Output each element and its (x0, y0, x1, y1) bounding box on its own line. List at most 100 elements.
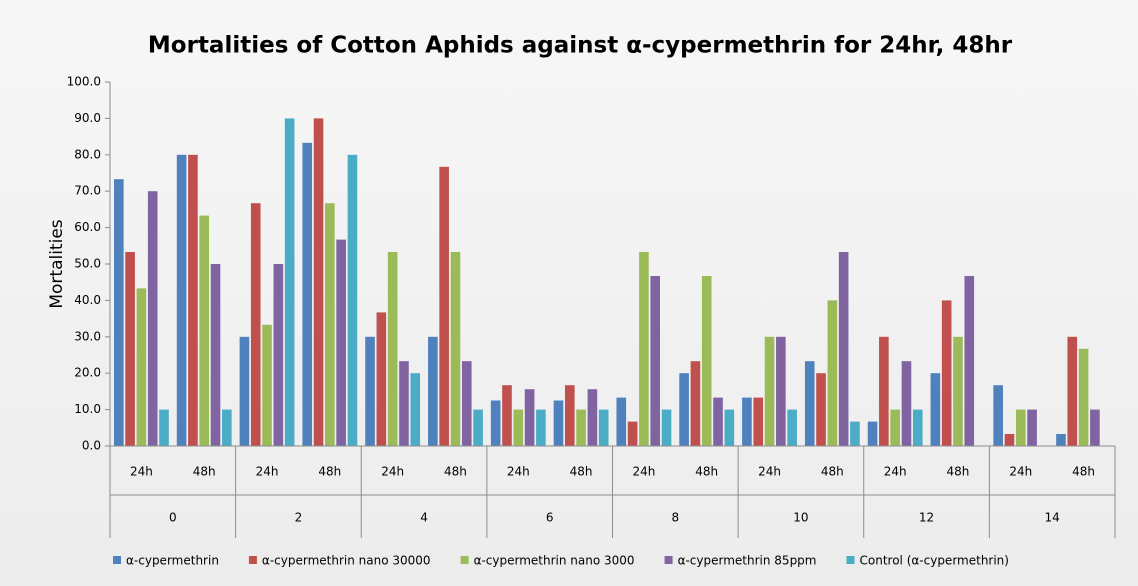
bar (639, 251, 649, 446)
bar (262, 324, 272, 446)
x-tick-label: 48h (318, 465, 341, 479)
x-tick-label: 24h (507, 465, 530, 479)
bar (159, 409, 169, 446)
bar (701, 276, 712, 446)
y-tick-label: 0.0 (82, 439, 101, 453)
x-tick-label: 48h (444, 465, 467, 479)
bar (993, 385, 1003, 446)
bar (1004, 433, 1015, 446)
x-tick-label: 24h (632, 465, 655, 479)
bar (536, 409, 546, 446)
y-axis-label: Mortalities (47, 219, 67, 308)
bar (325, 203, 335, 446)
bar (428, 336, 438, 446)
bar (787, 409, 797, 446)
bar (964, 276, 975, 446)
bar (564, 385, 575, 446)
bar (901, 361, 912, 446)
y-tick-label: 80.0 (74, 147, 101, 161)
group-label: 10 (793, 511, 808, 525)
bar (661, 409, 672, 446)
bar (473, 409, 483, 446)
bar (1027, 409, 1037, 446)
bar (867, 421, 878, 446)
bar (125, 251, 135, 446)
bar (222, 409, 232, 446)
bar (742, 397, 752, 446)
bar (838, 251, 849, 446)
bar (136, 288, 147, 446)
bar (439, 166, 449, 446)
bar (627, 421, 638, 446)
bar (953, 336, 963, 446)
bar (410, 373, 421, 446)
bar (147, 191, 158, 446)
bar (347, 154, 358, 447)
bar (387, 251, 398, 446)
y-tick-label: 100.0 (67, 75, 101, 89)
group-label: 12 (919, 511, 934, 525)
bar (616, 397, 627, 446)
bar (827, 300, 838, 446)
bar (490, 400, 501, 446)
x-tick-label: 48h (1072, 465, 1095, 479)
bar (679, 373, 689, 446)
bar (450, 251, 461, 446)
bar (587, 389, 598, 446)
bar (188, 154, 198, 447)
y-tick-label: 50.0 (74, 257, 101, 271)
bar (753, 397, 764, 446)
bar (176, 154, 187, 447)
bar (239, 336, 250, 446)
y-tick-label: 10.0 (74, 402, 101, 416)
bar (199, 215, 210, 446)
legend-label: Control (α-cypermethrin) (860, 554, 1009, 568)
bar (1056, 433, 1066, 446)
bar (461, 361, 472, 446)
bar (576, 409, 586, 446)
bar (553, 400, 564, 446)
y-tick-label: 90.0 (74, 111, 101, 125)
x-tick-label: 48h (947, 465, 970, 479)
bar (302, 142, 313, 446)
legend-swatch (664, 556, 673, 564)
group-label: 2 (295, 511, 303, 525)
group-label: 0 (169, 511, 177, 525)
bar (804, 361, 815, 446)
bar (776, 336, 786, 446)
x-tick-label: 48h (695, 465, 718, 479)
bar (284, 118, 295, 447)
bar (764, 336, 775, 446)
bar (313, 118, 324, 447)
bar (1078, 348, 1089, 446)
bar (365, 336, 375, 446)
bar (250, 203, 261, 446)
bar (399, 361, 409, 446)
group-label: 14 (1045, 511, 1060, 525)
group-label: 4 (420, 511, 428, 525)
bar (113, 179, 124, 447)
x-tick-label: 24h (130, 465, 153, 479)
bar (376, 312, 387, 446)
x-tick-label: 24h (884, 465, 907, 479)
bar (513, 409, 524, 446)
legend-label: α-cypermethrin nano 3000 (474, 554, 635, 568)
x-tick-label: 24h (1009, 465, 1032, 479)
x-tick-label: 24h (758, 465, 781, 479)
legend-swatch (113, 556, 121, 564)
bar (1015, 409, 1026, 446)
bar (1090, 409, 1100, 446)
bar (598, 409, 609, 446)
bar (273, 264, 284, 446)
bar (930, 373, 941, 446)
chart-title: Mortalities of Cotton Aphids against α-c… (148, 33, 1013, 59)
y-tick-label: 60.0 (74, 220, 101, 234)
bar (724, 409, 735, 446)
y-tick-label: 70.0 (74, 184, 101, 198)
bar (941, 300, 952, 446)
legend-label: α-cypermethrin (126, 554, 219, 568)
legend-label: α-cypermethrin 85ppm (678, 554, 817, 568)
x-tick-label: 48h (821, 465, 844, 479)
y-tick-label: 40.0 (74, 293, 101, 307)
